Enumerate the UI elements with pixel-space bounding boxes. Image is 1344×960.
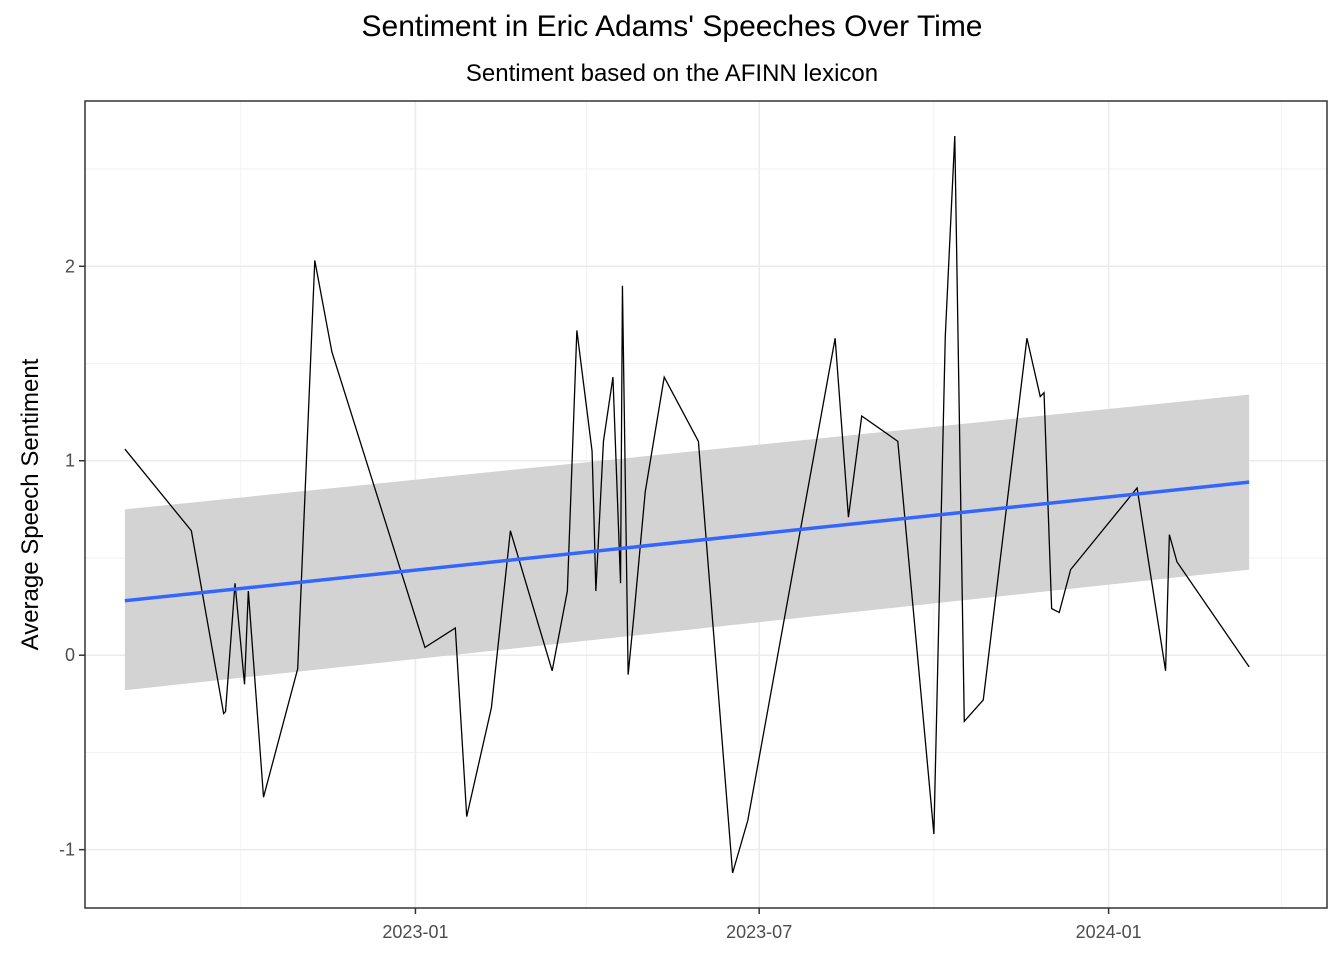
sentiment-line-layer [124, 135, 1250, 874]
trend-line [124, 480, 1250, 603]
sentiment-line [124, 135, 1250, 874]
plot-panel-border [84, 100, 1328, 909]
y-tick-label: 2 [65, 256, 75, 276]
y-tick-label: 1 [65, 451, 75, 471]
chart-title: Sentiment in Eric Adams' Speeches Over T… [361, 10, 983, 43]
y-tick-label: 0 [65, 645, 75, 665]
x-tick-label: 2023-01 [382, 922, 448, 942]
x-tick-label: 2023-07 [726, 922, 792, 942]
trend-line-layer [124, 480, 1250, 603]
chart-subtitle: Sentiment based on the AFINN lexicon [465, 60, 879, 87]
x-tick-label: 2024-01 [1076, 922, 1142, 942]
x-axis: 2023-01 2023-07 2024-01 [382, 908, 1142, 942]
y-axis: -1 0 1 2 [59, 256, 85, 860]
y-tick-label: -1 [59, 840, 75, 860]
y-axis-title: Average Speech Sentiment [17, 358, 44, 650]
